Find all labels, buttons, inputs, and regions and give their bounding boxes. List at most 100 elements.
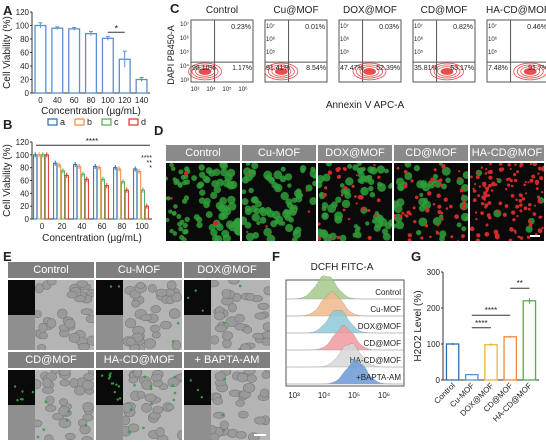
cell-red-d — [487, 183, 492, 188]
sig-label-g: **** — [475, 319, 487, 328]
cell-green-d — [176, 214, 182, 219]
cell-brightfield-e — [82, 413, 94, 422]
bf-inset-e — [8, 405, 35, 440]
cell-brightfield-e — [66, 291, 78, 299]
cell-green-d — [376, 165, 385, 174]
cell-brightfield-e — [176, 373, 182, 381]
cell-red-d — [483, 191, 488, 196]
bar-b — [140, 189, 146, 220]
bar-b — [96, 167, 102, 220]
cell-red-d — [458, 170, 461, 173]
bar-b — [124, 189, 129, 220]
panel-d-micrograph — [318, 163, 392, 241]
cell-brightfield-e — [64, 318, 76, 329]
cell-green-d — [309, 197, 316, 206]
y-tick-label-c: 10⁵ — [266, 49, 276, 56]
cell-green-d — [220, 168, 229, 177]
cell-red-d — [525, 192, 528, 195]
cell-red-d — [487, 193, 491, 197]
contour-c — [359, 66, 380, 77]
x-tick-label-c: 10³ — [191, 87, 200, 93]
cell-red-d — [184, 170, 189, 175]
x-tick-label-a: 120 — [118, 96, 132, 105]
cell-brightfield-e — [81, 435, 93, 440]
green-dot-e — [171, 384, 175, 387]
bar-b — [64, 174, 69, 220]
cell-brightfield-e — [210, 335, 219, 345]
cell-red-d — [473, 182, 477, 186]
green-dot-e — [133, 383, 136, 387]
cell-green-d — [357, 163, 362, 166]
quadrant-ur-c: 0.01% — [305, 24, 325, 31]
cell-green-d — [356, 167, 363, 175]
histogram-label-f: +BAPTA-AM — [356, 373, 401, 382]
cell-red-d — [511, 210, 516, 215]
cell-red-d — [504, 204, 509, 208]
cell-green-d — [191, 175, 198, 182]
sig-label-g: ** — [517, 279, 523, 288]
cell-red-d — [507, 163, 511, 167]
cell-red-d — [523, 183, 526, 187]
panel-e-micrograph — [96, 370, 182, 440]
contour-c — [191, 64, 219, 79]
green-dot-e — [108, 375, 112, 378]
cell-red-d — [336, 174, 342, 179]
cell-brightfield-e — [151, 331, 161, 339]
quadrant-lr-c: 91.7% — [528, 65, 546, 72]
panel-d-title: DOX@MOF — [318, 145, 392, 161]
cell-green-d — [331, 201, 338, 209]
flow-title-c: DOX@MOF — [343, 5, 397, 16]
x-tick-label-a: 140 — [135, 96, 149, 105]
cell-red-d — [519, 236, 524, 240]
green-dot-e — [19, 398, 23, 401]
cell-red-d — [496, 177, 499, 180]
cell-red-d — [527, 207, 531, 211]
cell-green-d — [394, 200, 400, 208]
cell-red-d — [485, 189, 489, 193]
y-tick-label-c: 10⁵ — [414, 49, 424, 56]
cell-green-d — [166, 196, 171, 201]
y-tick-label-c: 10³ — [180, 78, 189, 84]
green-dot-e — [186, 296, 190, 300]
cell-red-d — [531, 174, 536, 179]
y-tick-label-c: 10⁶ — [414, 36, 424, 43]
cell-green-d — [292, 230, 302, 239]
cell-green-d — [445, 177, 451, 184]
cell-red-d — [537, 199, 542, 204]
green-dot-e — [143, 375, 147, 379]
cell-green-d — [222, 234, 231, 241]
cell-green-d — [244, 172, 254, 182]
cell-red-d — [437, 204, 442, 209]
cell-green-d — [193, 214, 200, 221]
bar-b — [113, 167, 118, 220]
green-dot-e — [200, 395, 203, 399]
histogram-peak-f — [286, 309, 404, 334]
cell-brightfield-e — [140, 314, 152, 322]
cell-red-d — [430, 177, 435, 182]
cell-green-d — [367, 166, 375, 174]
cell-brightfield-e — [37, 344, 47, 350]
cell-green-d — [259, 216, 267, 224]
legend-swatch-b — [101, 118, 112, 126]
y-tick-label-a: 40 — [20, 62, 29, 71]
cell-brightfield-e — [78, 342, 90, 350]
cell-green-d — [242, 189, 247, 195]
cell-green-d — [178, 226, 184, 232]
cell-green-d — [344, 191, 352, 199]
cell-red-d — [484, 172, 488, 175]
green-dot-e — [171, 340, 175, 343]
y-tick-label-a: 80 — [20, 35, 29, 44]
cell-brightfield-e — [150, 373, 163, 382]
sig-label-a: * — [115, 23, 119, 33]
cell-red-d — [440, 211, 444, 215]
cell-brightfield-e — [34, 283, 44, 294]
cell-green-d — [287, 183, 292, 188]
cell-red-d — [376, 198, 381, 203]
cell-red-d — [480, 166, 484, 169]
cell-red-d — [490, 189, 494, 192]
cell-red-d — [466, 186, 468, 189]
cell-brightfield-e — [144, 338, 156, 349]
cell-red-d — [540, 190, 544, 194]
cell-green-d — [213, 185, 222, 194]
